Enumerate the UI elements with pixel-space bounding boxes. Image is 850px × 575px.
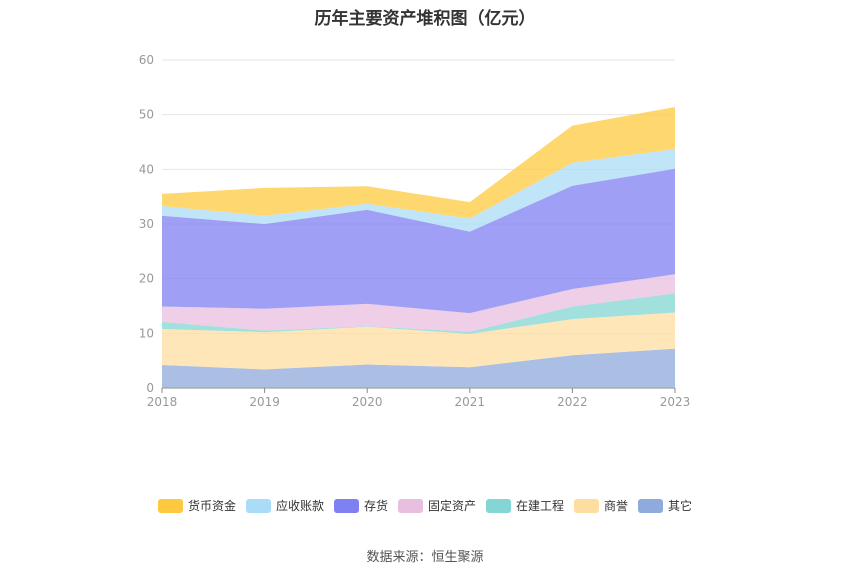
x-tick-label: 2021 <box>455 395 486 409</box>
y-tick-label: 10 <box>139 326 154 340</box>
legend-item[interactable]: 其它 <box>638 497 692 514</box>
stacked-area-chart: 0 10 20 30 40 50 60 2018 2019 2020 2021 2022 2023 <box>139 53 691 409</box>
chart-title: 历年主要资产堆积图（亿元） <box>314 9 536 29</box>
legend-swatch <box>638 498 664 513</box>
x-tick-label: 2019 <box>249 395 280 409</box>
legend-item[interactable]: 应收账款 <box>245 497 324 514</box>
area-series-2 <box>162 293 675 334</box>
y-tick-label: 50 <box>139 108 154 122</box>
area-series-5 <box>162 149 675 232</box>
area-series-0 <box>162 348 675 388</box>
x-tick-label: 2018 <box>147 395 178 409</box>
legend-label: 商誉 <box>604 499 629 513</box>
y-tick-label: 30 <box>139 217 154 231</box>
data-source: 数据来源：恒生聚源 <box>366 550 484 565</box>
legend-label: 应收账款 <box>275 499 324 513</box>
legend-swatch <box>245 498 271 513</box>
legend-item[interactable]: 商誉 <box>574 497 628 514</box>
legend-swatch <box>333 498 359 513</box>
legend-swatch <box>486 498 511 513</box>
area-series-3 <box>162 274 675 332</box>
legend-label: 其它 <box>668 499 693 513</box>
y-tick-label: 60 <box>139 53 154 67</box>
legend-item[interactable]: 存货 <box>333 497 388 514</box>
area-series-4 <box>162 168 675 314</box>
legend-item[interactable]: 在建工程 <box>486 497 564 514</box>
y-tick-label: 0 <box>146 381 154 395</box>
x-tick-label: 2022 <box>557 395 588 409</box>
x-tick-label: 2020 <box>352 395 383 409</box>
legend-item[interactable]: 固定资产 <box>397 497 476 514</box>
legend-item[interactable]: 货币资金 <box>157 497 236 514</box>
legend-swatch <box>397 498 423 513</box>
area-series-6 <box>162 107 675 219</box>
legend-label: 存货 <box>363 499 388 513</box>
chart-legend: 货币资金 应收账款 存货 固定资产 在建工程 商誉 其它 <box>0 497 850 514</box>
y-tick-label: 20 <box>139 272 154 286</box>
x-tick-label: 2023 <box>660 395 691 409</box>
legend-swatch <box>574 498 600 513</box>
y-tick-label: 40 <box>139 162 154 176</box>
legend-swatch <box>157 498 183 513</box>
legend-label: 固定资产 <box>427 499 476 513</box>
area-series-1 <box>162 312 675 370</box>
legend-label: 货币资金 <box>187 499 236 513</box>
legend-label: 在建工程 <box>516 499 565 513</box>
